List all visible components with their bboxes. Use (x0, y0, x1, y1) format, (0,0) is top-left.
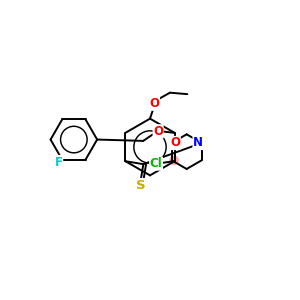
Text: N: N (193, 136, 203, 149)
Text: O: O (153, 125, 163, 138)
Text: Cl: Cl (150, 157, 162, 170)
Circle shape (170, 156, 178, 164)
Text: O: O (149, 97, 160, 110)
Text: F: F (55, 156, 63, 169)
Text: S: S (136, 178, 145, 192)
Text: O: O (170, 136, 180, 149)
